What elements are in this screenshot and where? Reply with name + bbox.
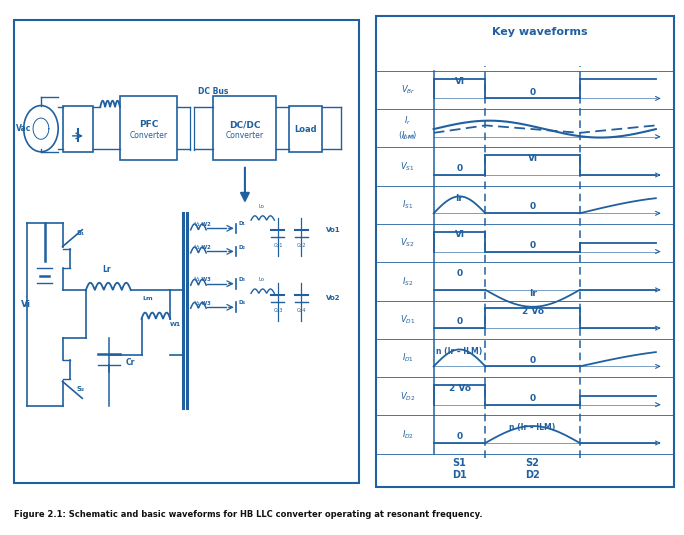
Text: S2: S2 xyxy=(525,458,540,468)
Text: PFC: PFC xyxy=(139,120,159,129)
Text: 0: 0 xyxy=(529,202,536,211)
Text: 0: 0 xyxy=(456,164,462,173)
Text: ½ W2: ½ W2 xyxy=(194,222,210,227)
Text: Vac: Vac xyxy=(16,124,31,133)
Text: Converter: Converter xyxy=(226,132,264,140)
Text: D2: D2 xyxy=(525,470,540,480)
Text: $(I_{LM})$: $(I_{LM})$ xyxy=(401,132,415,141)
Text: D₁: D₁ xyxy=(239,221,246,226)
Text: $V_{D1}$: $V_{D1}$ xyxy=(400,314,415,326)
Text: $I_r$
$(I_{LM})$: $I_r$ $(I_{LM})$ xyxy=(398,115,417,142)
Text: $V_{Br}$: $V_{Br}$ xyxy=(401,84,415,96)
Text: Vi: Vi xyxy=(455,231,464,239)
Text: Vi: Vi xyxy=(455,77,464,86)
Text: Lo: Lo xyxy=(258,277,264,282)
Text: $I_{D1}$: $I_{D1}$ xyxy=(402,351,414,364)
Text: Converter: Converter xyxy=(130,132,168,140)
Text: Co2: Co2 xyxy=(297,243,306,248)
Bar xyxy=(289,105,321,152)
Text: S1: S1 xyxy=(453,458,466,468)
Text: Vo1: Vo1 xyxy=(326,227,341,233)
Text: ½ W3: ½ W3 xyxy=(194,277,210,282)
Text: 0: 0 xyxy=(456,317,462,326)
Text: 2 Vo: 2 Vo xyxy=(522,307,544,316)
Text: n (Ir – ILM): n (Ir – ILM) xyxy=(436,347,483,356)
Text: 2 Vo: 2 Vo xyxy=(449,384,471,393)
Text: 0: 0 xyxy=(529,394,536,403)
Text: Ir: Ir xyxy=(456,194,464,203)
Text: $I_{D2}$: $I_{D2}$ xyxy=(402,429,414,441)
Text: ½ W3: ½ W3 xyxy=(194,301,210,307)
Text: Co3: Co3 xyxy=(274,308,283,312)
Text: Figure 2.1: Schematic and basic waveforms for HB LLC converter operating at reso: Figure 2.1: Schematic and basic waveform… xyxy=(14,510,482,519)
Text: Co4: Co4 xyxy=(297,308,306,312)
Text: D1: D1 xyxy=(452,470,467,480)
Text: Cr: Cr xyxy=(125,357,135,366)
Text: D₂: D₂ xyxy=(239,244,246,249)
Text: 0: 0 xyxy=(529,241,536,250)
Text: $V_{D2}$: $V_{D2}$ xyxy=(400,390,415,402)
Text: Ir: Ir xyxy=(529,289,536,298)
Text: W1: W1 xyxy=(170,322,181,327)
Text: DC Bus: DC Bus xyxy=(198,87,228,96)
Text: 0: 0 xyxy=(529,356,536,364)
Text: D₄: D₄ xyxy=(239,301,246,305)
Bar xyxy=(213,96,276,160)
Text: Lr: Lr xyxy=(103,265,111,274)
Text: 0: 0 xyxy=(456,432,462,441)
Text: Lo: Lo xyxy=(258,204,264,209)
Text: Co1: Co1 xyxy=(274,243,283,248)
Text: Key waveforms: Key waveforms xyxy=(492,27,588,37)
Text: Lm: Lm xyxy=(142,296,153,301)
Text: Vi: Vi xyxy=(21,300,31,309)
Text: 0: 0 xyxy=(456,269,462,278)
Text: Vi: Vi xyxy=(527,154,538,163)
Text: 0: 0 xyxy=(529,88,536,97)
Text: n (Ir – ILM): n (Ir – ILM) xyxy=(510,423,555,432)
Bar xyxy=(120,96,177,160)
Text: $V_{S2}$: $V_{S2}$ xyxy=(400,237,415,249)
Text: $I_{S2}$: $I_{S2}$ xyxy=(402,275,413,288)
Text: S₁: S₁ xyxy=(77,230,85,235)
Text: D₃: D₃ xyxy=(239,277,246,282)
Text: ½ W2: ½ W2 xyxy=(194,245,210,250)
Text: Load: Load xyxy=(294,125,317,134)
Text: $I_{S1}$: $I_{S1}$ xyxy=(402,198,413,211)
Bar xyxy=(62,105,93,152)
Text: DC/DC: DC/DC xyxy=(229,120,261,129)
Text: $V_{S1}$: $V_{S1}$ xyxy=(401,160,415,173)
Text: Vo2: Vo2 xyxy=(326,295,341,301)
Text: S₂: S₂ xyxy=(77,386,85,392)
